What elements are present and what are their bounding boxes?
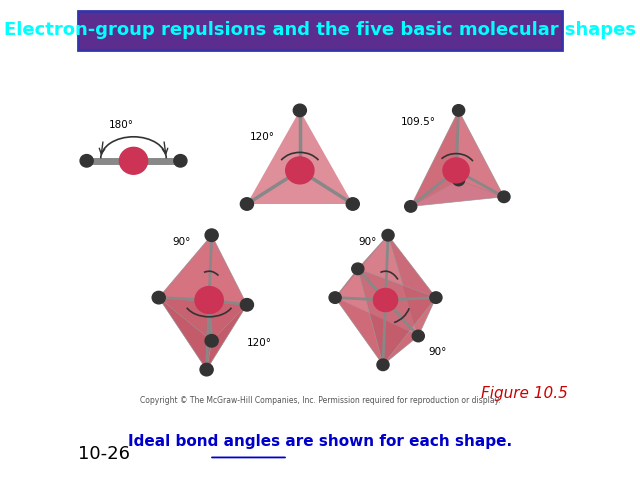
- Polygon shape: [459, 110, 504, 197]
- Circle shape: [404, 201, 417, 212]
- Circle shape: [195, 287, 223, 313]
- Circle shape: [498, 191, 510, 203]
- Circle shape: [329, 292, 341, 303]
- Circle shape: [382, 229, 394, 241]
- Polygon shape: [159, 298, 212, 370]
- Text: 120°: 120°: [250, 132, 275, 142]
- Polygon shape: [212, 235, 247, 341]
- Circle shape: [352, 263, 364, 275]
- Text: 109.5°: 109.5°: [401, 117, 436, 127]
- Text: 180°: 180°: [108, 120, 133, 130]
- Text: Ideal bond angles are shown for each shape.: Ideal bond angles are shown for each sha…: [128, 434, 512, 449]
- Circle shape: [373, 288, 397, 312]
- Text: 90°: 90°: [428, 347, 447, 357]
- Circle shape: [377, 359, 389, 371]
- Text: Figure 10.5: Figure 10.5: [481, 386, 568, 401]
- Polygon shape: [411, 180, 504, 206]
- Circle shape: [452, 105, 465, 116]
- Polygon shape: [388, 235, 436, 336]
- Polygon shape: [335, 235, 388, 298]
- Circle shape: [293, 104, 307, 117]
- Circle shape: [205, 335, 218, 347]
- Text: 10-26: 10-26: [78, 445, 130, 463]
- FancyBboxPatch shape: [78, 11, 562, 50]
- Text: 90°: 90°: [172, 237, 191, 247]
- Polygon shape: [159, 298, 247, 370]
- Polygon shape: [358, 269, 436, 365]
- Text: Copyright © The McGraw-Hill Companies, Inc. Permission required for reproduction: Copyright © The McGraw-Hill Companies, I…: [140, 396, 500, 405]
- Polygon shape: [159, 235, 212, 341]
- Polygon shape: [335, 298, 419, 365]
- Circle shape: [346, 198, 359, 210]
- Polygon shape: [335, 235, 419, 336]
- Circle shape: [412, 330, 424, 342]
- Polygon shape: [207, 305, 247, 370]
- Polygon shape: [411, 110, 504, 206]
- Text: Electron-group repulsions and the five basic molecular shapes: Electron-group repulsions and the five b…: [4, 21, 636, 39]
- Circle shape: [241, 299, 253, 311]
- Polygon shape: [411, 110, 459, 206]
- Text: 120°: 120°: [247, 337, 272, 348]
- Polygon shape: [383, 298, 436, 365]
- Polygon shape: [335, 269, 383, 365]
- Polygon shape: [358, 235, 436, 298]
- Polygon shape: [247, 110, 353, 204]
- Text: 90°: 90°: [358, 237, 377, 247]
- Circle shape: [205, 229, 218, 241]
- Circle shape: [452, 174, 465, 186]
- Circle shape: [80, 155, 93, 167]
- Circle shape: [120, 147, 148, 174]
- Circle shape: [443, 158, 469, 183]
- Circle shape: [430, 292, 442, 303]
- Polygon shape: [159, 235, 247, 305]
- Circle shape: [241, 198, 253, 210]
- Circle shape: [285, 157, 314, 184]
- Circle shape: [174, 155, 187, 167]
- Circle shape: [152, 291, 165, 304]
- Circle shape: [200, 363, 213, 376]
